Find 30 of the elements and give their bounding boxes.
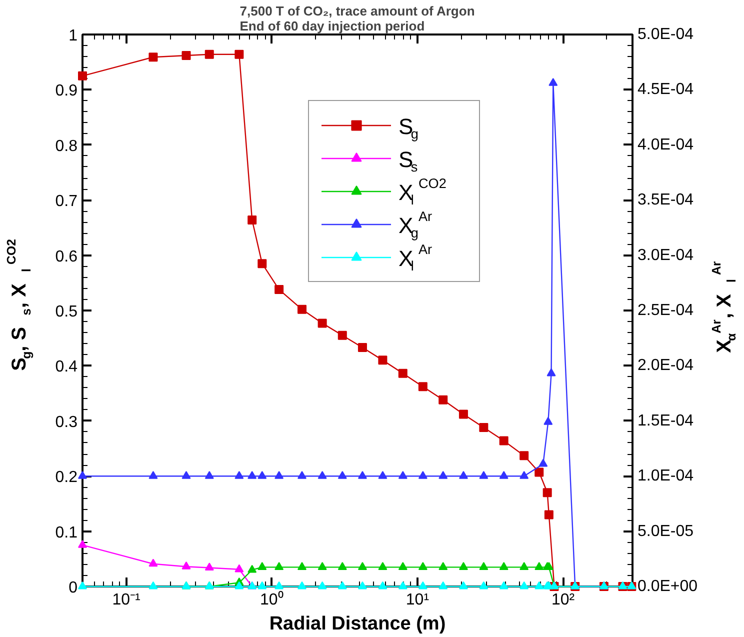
y-tick-label: 0.4 [55,358,78,376]
x-tick-label: 10¹ [406,592,430,608]
y-tick-label: 1 [68,28,78,44]
y-tick-label: 0.8 [55,138,78,155]
y-tick-label: 0.6 [55,248,78,266]
y-axis-title: Sg, Ss, XlCO2 [4,238,34,371]
y-tick-label: 0.2 [55,469,78,486]
y2-tick-label: 2.5E-04 [638,302,694,319]
y2-tick-label: 5.0E-05 [638,522,694,540]
y2-tick-label: 5.0E-04 [638,26,694,43]
y2-tick-label: 4.0E-04 [638,136,694,154]
x-tick-label: 10⁰ [260,590,284,608]
y2-axis-title: XαAr, XlAr [710,261,738,353]
y-tick-label: 0.5 [55,304,78,320]
y2-tick-label: 2.0E-04 [638,357,694,374]
y2-tick-label: 3.0E-04 [638,246,694,264]
x-tick-label: 10⁻¹ [112,592,140,608]
y2-tick-label: 3.5E-04 [638,192,694,209]
y-tick-label: 0.3 [55,414,78,431]
y2-tick-label: 1.5E-04 [638,412,694,430]
y-tick-label: 0.7 [55,193,78,210]
y-tick-label: 0.1 [55,524,78,542]
y-tick-label: 0 [68,580,78,596]
y2-tick-label: 1.0E-04 [638,468,694,485]
x-tick-label: 10² [551,592,576,608]
y-tick-label: 0.9 [55,82,78,100]
y2-tick-label: 0.0E+00 [638,578,698,595]
y2-tick-label: 4.5E-04 [638,81,694,98]
x-axis-title: Radial Distance (m) [269,614,446,634]
chart-title: 7,500 T of CO₂, trace amount of Argon End of 60 day injection period [240,4,475,34]
